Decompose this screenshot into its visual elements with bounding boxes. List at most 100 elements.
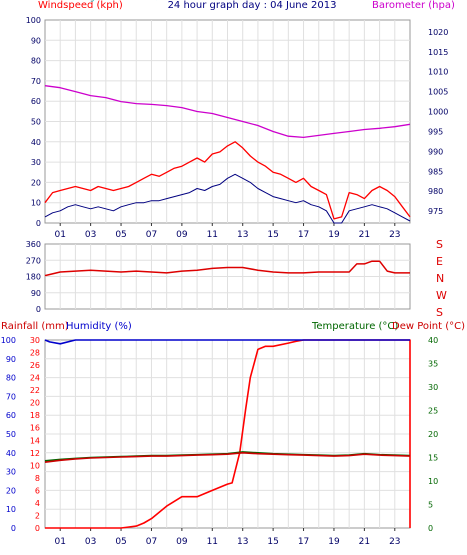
dewpoint-title: Dew Point (°C) — [392, 321, 465, 332]
baro-y-tick-label: 1005 — [428, 88, 448, 97]
barometer-title: Barometer (hpa) — [372, 0, 455, 11]
direction-series — [44, 260, 410, 277]
wind-y-tick-label: 50 — [31, 118, 41, 127]
x-tick-label: 11 — [207, 537, 218, 547]
baro-y-tick-label: 980 — [428, 187, 443, 196]
wind_avg-series — [44, 173, 411, 224]
compass-label: E — [436, 255, 443, 268]
baro-y-tick-label: 1015 — [428, 48, 448, 57]
barometer-series — [44, 85, 411, 139]
x-tick-label: 13 — [237, 537, 248, 547]
temp-y-tick-label: 5 — [428, 501, 433, 510]
wind-y-tick-label: 70 — [31, 77, 41, 86]
x-tick-label: 21 — [359, 230, 370, 240]
x-tick-label: 19 — [328, 230, 340, 240]
direction-y-tick-label: 360 — [26, 240, 41, 249]
humidity-y-tick-label: 10 — [6, 505, 16, 514]
wind-y-tick-label: 90 — [31, 36, 41, 45]
graph-title: 24 hour graph day : 04 June 2013 — [168, 0, 337, 11]
humidity-y-tick-label: 90 — [6, 355, 16, 364]
rain-y-tick-label: 30 — [30, 336, 40, 345]
wind-y-tick-label: 80 — [31, 57, 41, 66]
rain-y-tick-label: 6 — [35, 486, 40, 495]
rain-y-tick-label: 26 — [30, 361, 40, 370]
compass-label: W — [436, 289, 447, 302]
humidity-y-tick-label: 20 — [6, 486, 16, 495]
rain-y-tick-label: 16 — [30, 424, 40, 433]
x-tick-label: 21 — [359, 537, 370, 547]
baro-y-tick-label: 1010 — [428, 68, 448, 77]
x-tick-label: 19 — [328, 537, 340, 547]
x-tick-label: 09 — [176, 230, 188, 240]
x-tick-label: 15 — [267, 230, 278, 240]
baro-y-tick-label: 990 — [428, 147, 443, 156]
rain-y-tick-label: 28 — [30, 349, 40, 358]
compass-label: S — [436, 306, 443, 319]
direction-y-tick-label: 270 — [26, 256, 41, 265]
baro-y-tick-label: 985 — [428, 167, 443, 176]
wind-y-tick-label: 20 — [31, 178, 41, 187]
temp-y-tick-label: 25 — [428, 407, 438, 416]
rain-y-tick-label: 12 — [30, 449, 40, 458]
humidity-y-tick-label: 80 — [6, 374, 16, 383]
rain-y-tick-label: 8 — [35, 474, 40, 483]
humidity-y-tick-label: 40 — [6, 449, 16, 458]
x-tick-label: 23 — [389, 230, 400, 240]
baro-y-tick-label: 975 — [428, 207, 443, 216]
humidity-y-tick-label: 100 — [1, 336, 16, 345]
temp-y-tick-label: 20 — [428, 430, 438, 439]
rain-y-tick-label: 2 — [35, 511, 40, 520]
humidity-y-tick-label: 0 — [11, 524, 16, 533]
wind-y-tick-label: 0 — [36, 219, 41, 228]
event-label: Sun Rise — [139, 0, 174, 2]
temp-y-tick-label: 15 — [428, 454, 438, 463]
rain-y-tick-label: 10 — [30, 461, 40, 470]
direction-y-tick-label: 90 — [31, 289, 41, 298]
wind-y-tick-label: 60 — [31, 97, 41, 106]
x-tick-label: 03 — [85, 537, 96, 547]
event-label: Hightide — [81, 0, 115, 2]
wind-y-tick-label: 100 — [26, 16, 41, 25]
temp-y-tick-label: 35 — [428, 360, 438, 369]
humidity-y-tick-label: 60 — [6, 411, 16, 420]
humidity-y-tick-label: 30 — [6, 468, 16, 477]
x-tick-label: 01 — [54, 230, 65, 240]
rain-y-tick-label: 0 — [35, 524, 40, 533]
x-tick-label: 05 — [115, 230, 126, 240]
x-tick-label: 01 — [54, 537, 65, 547]
x-tick-label: 03 — [85, 230, 96, 240]
direction-y-tick-label: 180 — [26, 273, 41, 282]
compass-label: N — [436, 272, 444, 285]
x-tick-label: 17 — [298, 537, 309, 547]
x-tick-label: 07 — [146, 537, 157, 547]
humidity-y-tick-label: 50 — [6, 430, 16, 439]
rain-y-tick-label: 18 — [30, 411, 40, 420]
dewpoint-series — [44, 451, 411, 463]
temp-y-tick-label: 40 — [428, 336, 438, 345]
temp-y-tick-label: 0 — [428, 524, 433, 533]
baro-y-tick-label: 1020 — [428, 28, 448, 37]
rain-y-tick-label: 24 — [30, 374, 40, 383]
rain-y-tick-label: 22 — [30, 386, 40, 395]
direction-y-tick-label: 0 — [36, 305, 41, 314]
rainfall-title: Rainfall (mm) — [1, 321, 69, 332]
windspeed-title: Windspeed (kph) — [38, 0, 123, 11]
temperature-title: Temperature (°C) — [311, 321, 398, 332]
x-tick-label: 05 — [115, 537, 126, 547]
humidity-series — [44, 339, 410, 345]
baro-y-tick-label: 995 — [428, 127, 443, 136]
wind_gust-series — [44, 141, 411, 220]
temp-y-tick-label: 30 — [428, 383, 438, 392]
x-tick-label: 13 — [237, 230, 248, 240]
compass-label: S — [436, 238, 443, 251]
wind-y-tick-label: 40 — [31, 138, 41, 147]
x-tick-label: 11 — [207, 230, 218, 240]
wind-y-tick-label: 10 — [31, 199, 41, 208]
x-tick-label: 17 — [298, 230, 309, 240]
x-tick-label: 09 — [176, 537, 188, 547]
temp-y-tick-label: 10 — [428, 477, 438, 486]
rain-y-tick-label: 14 — [30, 436, 40, 445]
x-tick-label: 07 — [146, 230, 157, 240]
baro-y-tick-label: 1000 — [428, 108, 448, 117]
